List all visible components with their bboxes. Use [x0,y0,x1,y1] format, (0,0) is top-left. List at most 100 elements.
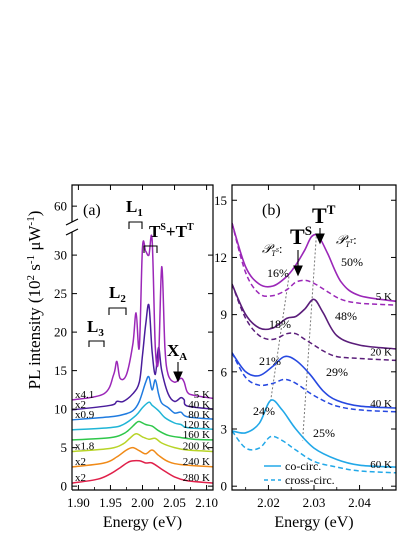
y-tick-label: 30 [54,248,67,263]
x-tick-label: 2.03 [303,495,326,510]
series-temp-label: 200 K [183,440,210,452]
bracket-l3 [88,340,105,347]
axis-break-mark [65,228,79,236]
series-temp-label: 40 K [188,399,210,411]
panel-a-ticks: 1.90 1.95 2.00 2.05 2.10 0 5 10 15 20 25 30 60 Energy… [54,185,218,531]
series-temp-label: 5 K [194,389,210,401]
y-axis-label: PL intensity (102 s-1 μW-1) [25,211,44,390]
series-temp-label: 280 K [183,472,210,484]
panel-a-label: (a) [83,202,101,219]
series-factor-label: x2 [75,399,86,411]
x-tick-label: 2.00 [131,495,154,510]
bracket-ts-tt [143,245,158,253]
series-factor-label: x0.9 [75,409,95,421]
annotation-xa: XA [167,341,187,363]
panel-b-curve-labels: 5 K 20 K 40 K 60 K 16% 50% 18% 48% 21% 29% 24% 25% [253,255,392,471]
cross-circ-line-60k [232,430,396,474]
y-tick-label: 60 [54,199,67,214]
pol-tt-value: 50% [341,255,363,269]
series-temp-label: 80 K [188,409,210,421]
y-tick-label: 0 [221,479,228,494]
bracket-l2 [108,307,127,315]
series-factor-label: x2 [75,472,86,484]
series-line-80k [72,375,213,421]
axis-break-mark [65,218,79,226]
panel-b-guide-lines [270,236,317,441]
y-tick-label: 25 [54,286,67,301]
series-line-240k [72,446,213,468]
series-temp-label: 160 K [183,429,210,441]
panel-a-x-axis-label: Energy (eV) [103,514,182,531]
series-temp-label: 60 K [370,459,392,471]
pol-tt-value: 48% [335,309,357,323]
y-tick-label: 15 [54,363,67,378]
series-temp-label: 5 K [376,291,392,303]
series-factor-label: x1.8 [75,440,95,452]
label-tt: TT [312,202,336,228]
arrow-tt [315,228,325,245]
label-p-ts: 𝒫TS: [262,241,282,258]
panel-b: 5 K20 K40 K60 K16%50%18%48%21%29%24%25% … [214,184,397,531]
co-circ-line-5k [232,222,396,303]
y-tick-label: 10 [54,402,67,417]
co-circ-line-20k [232,283,396,350]
co-circ-line-60k [232,399,396,468]
series-line-160k [72,420,213,441]
bracket-l1 [128,221,143,229]
annotation-ts-tt: TS+TT [149,222,194,241]
x-tick-label: 1.90 [67,495,90,510]
arrow-ts [293,250,303,277]
annotation-l2: L2 [109,283,126,305]
pol-tt-value: 25% [313,426,335,440]
y-tick-label: 3 [221,422,228,437]
series-temp-label: 20 K [370,346,392,358]
label-p-tt: 𝒫TT: [336,232,357,249]
annotation-l1: L1 [126,197,143,219]
x-tick-label: 2.02 [257,495,280,510]
panel-b-ticks: 2.02 2.03 2.04 0 3 6 9 12 15 Energy (eV) [214,185,396,531]
cross-circ-line-5k [232,222,396,306]
panel-b-series [232,222,396,474]
panel-a-series [72,234,213,484]
x-tick-label: 2.10 [195,495,218,510]
pol-ts-value: 16% [267,266,289,280]
series-temp-label: 240 K [183,456,210,468]
arrow-xa [173,362,183,383]
cross-circ-line-20k [232,283,396,362]
y-tick-label: 5 [61,440,68,455]
series-line-5k [72,234,213,401]
y-tick-label: 15 [214,193,227,208]
series-line-40k [72,303,213,411]
series-line-120k [72,401,213,431]
series-line-280k [72,459,213,484]
series-factor-label: x2 [75,456,86,468]
panel-a-frame [71,184,214,491]
legend-cross-label: cross-circ. [285,473,335,487]
y-tick-label: 6 [221,364,228,379]
series-line-200k [72,433,213,453]
x-tick-label: 2.05 [163,495,186,510]
series-temp-label: 40 K [370,398,392,410]
pol-ts-value: 21% [259,354,281,368]
legend-co-label: co-circ. [285,459,321,473]
x-tick-label: 2.04 [348,495,371,510]
annotation-l3: L3 [87,317,104,339]
cross-circ-line-40k [232,352,396,413]
y-tick-label: 20 [54,325,67,340]
series-factor-label: x4.1 [75,389,94,401]
panel-b-frame [231,184,397,491]
label-ts: TS [290,223,312,249]
axis-break [65,218,79,236]
pol-ts-value: 24% [253,404,275,418]
y-tick-label: 12 [214,250,227,265]
guide-ts [270,276,290,401]
x-tick-label: 1.95 [99,495,122,510]
panel-b-x-axis-label: Energy (eV) [274,514,353,531]
panel-b-label: (b) [262,202,281,219]
pol-ts-value: 18% [269,317,291,331]
co-circ-line-40k [232,352,396,409]
y-tick-label: 0 [61,479,68,494]
